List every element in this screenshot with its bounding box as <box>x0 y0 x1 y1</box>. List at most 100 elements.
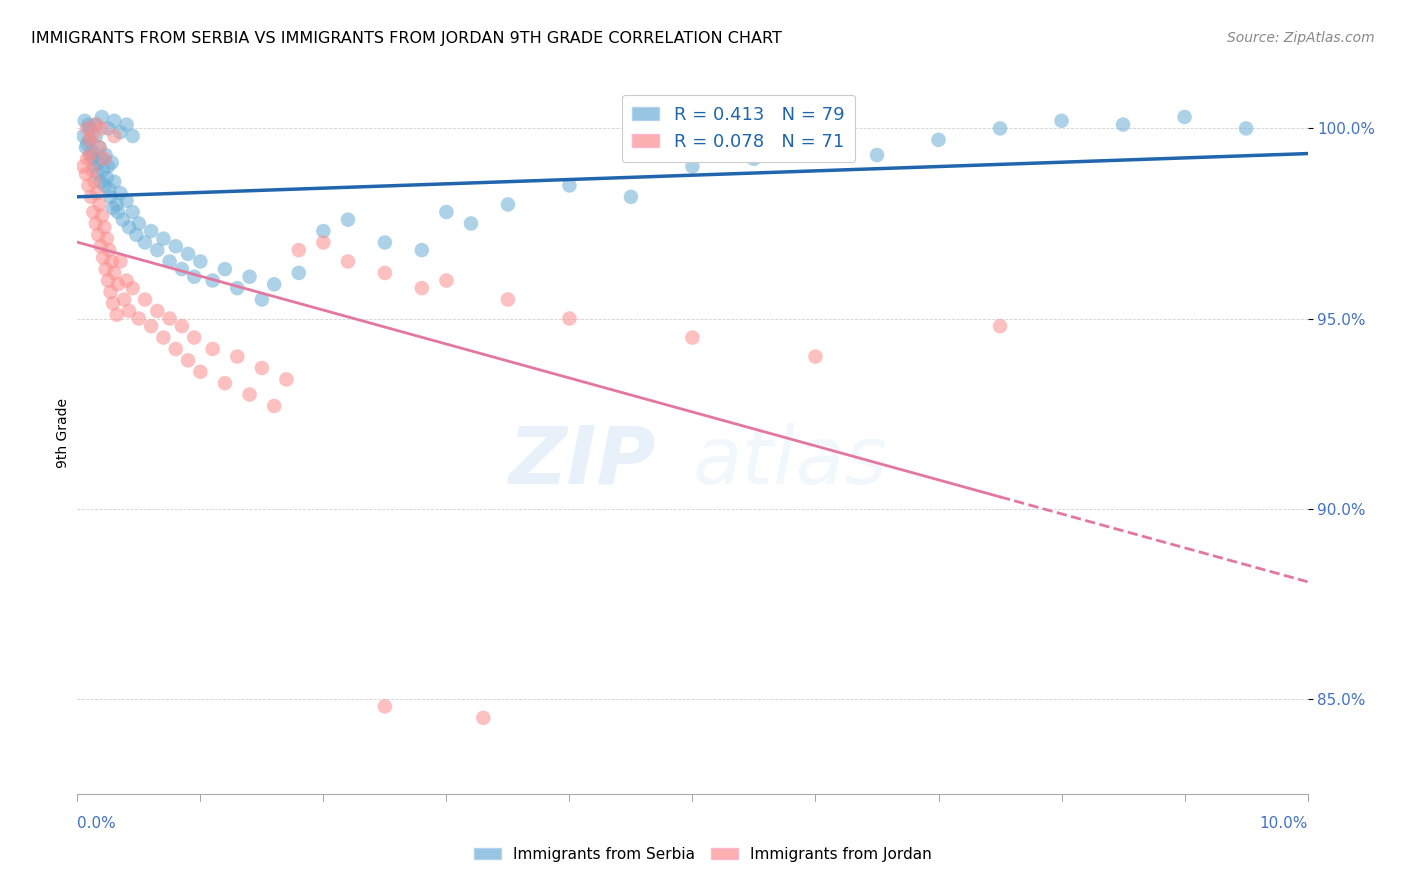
Point <box>80 148 103 162</box>
Point <box>76 152 98 166</box>
Point <box>76 121 98 136</box>
Point <box>82 145 104 159</box>
Point <box>103 128 125 143</box>
Point <box>188 254 212 268</box>
Point <box>496 293 519 307</box>
Point <box>988 319 1011 334</box>
Legend: Immigrants from Serbia, Immigrants from Jordan: Immigrants from Serbia, Immigrants from … <box>468 841 938 868</box>
Point <box>742 152 765 166</box>
Point <box>79 121 101 136</box>
Point <box>82 205 104 219</box>
Point <box>115 194 138 208</box>
Point <box>89 197 111 211</box>
Point <box>105 308 128 322</box>
Point <box>80 190 103 204</box>
Point <box>115 118 138 132</box>
Point <box>75 167 97 181</box>
Point <box>111 212 134 227</box>
Point <box>84 118 107 132</box>
Point <box>1112 118 1135 132</box>
Point <box>83 160 105 174</box>
Point <box>89 140 111 154</box>
Point <box>152 232 174 246</box>
Point <box>91 251 114 265</box>
Point <box>170 262 193 277</box>
Point <box>90 239 112 253</box>
Point <box>620 190 643 204</box>
Point <box>496 197 519 211</box>
Point <box>76 136 98 151</box>
Text: atlas: atlas <box>693 423 887 500</box>
Point <box>107 277 129 292</box>
Point <box>472 711 495 725</box>
Point <box>558 178 581 193</box>
Point <box>101 155 124 169</box>
Point <box>312 224 335 238</box>
Point <box>374 235 396 250</box>
Point <box>82 128 104 143</box>
Point <box>77 118 100 132</box>
Point <box>121 128 143 143</box>
Text: Source: ZipAtlas.com: Source: ZipAtlas.com <box>1227 31 1375 45</box>
Point <box>146 243 169 257</box>
Point <box>1174 110 1197 124</box>
Point <box>250 361 273 376</box>
Text: 10.0%: 10.0% <box>1260 816 1308 830</box>
Point <box>288 243 311 257</box>
Point <box>183 269 205 284</box>
Point <box>97 273 120 287</box>
Point <box>159 311 181 326</box>
Point <box>177 247 200 261</box>
Point <box>276 372 298 386</box>
Legend: R = 0.413   N = 79, R = 0.078   N = 71: R = 0.413 N = 79, R = 0.078 N = 71 <box>621 95 855 161</box>
Point <box>103 175 125 189</box>
Point <box>82 163 104 178</box>
Point <box>90 110 114 124</box>
Text: 0.0%: 0.0% <box>77 816 117 830</box>
Point <box>988 121 1011 136</box>
Point <box>90 209 114 223</box>
Point <box>177 353 200 368</box>
Point <box>97 160 120 174</box>
Point <box>98 243 121 257</box>
Point <box>110 186 132 200</box>
Point <box>337 212 360 227</box>
Point <box>159 254 181 268</box>
Point <box>165 239 187 253</box>
Point <box>152 330 174 344</box>
Point <box>141 224 163 238</box>
Point <box>263 399 285 413</box>
Text: ZIP: ZIP <box>508 423 655 500</box>
Point <box>100 285 122 299</box>
Point <box>460 217 482 231</box>
Point <box>201 342 224 356</box>
Point <box>89 140 111 154</box>
Point <box>170 319 193 334</box>
Point <box>239 387 262 401</box>
Point <box>110 254 132 268</box>
Point <box>75 140 97 154</box>
Point <box>125 227 148 242</box>
Point <box>121 205 143 219</box>
Point <box>110 125 132 139</box>
Point <box>112 293 135 307</box>
Point <box>91 163 114 178</box>
Point <box>98 182 121 196</box>
Point <box>73 113 96 128</box>
Point <box>411 243 433 257</box>
Point <box>97 121 120 136</box>
Point <box>86 167 108 181</box>
Point <box>928 133 950 147</box>
Point <box>374 699 396 714</box>
Point <box>118 304 141 318</box>
Point <box>436 273 458 287</box>
Point <box>804 140 827 154</box>
Point <box>107 205 129 219</box>
Point <box>374 266 396 280</box>
Point <box>90 175 112 189</box>
Point <box>239 269 262 284</box>
Point <box>103 113 125 128</box>
Point <box>682 160 704 174</box>
Point <box>226 281 249 295</box>
Point <box>118 220 141 235</box>
